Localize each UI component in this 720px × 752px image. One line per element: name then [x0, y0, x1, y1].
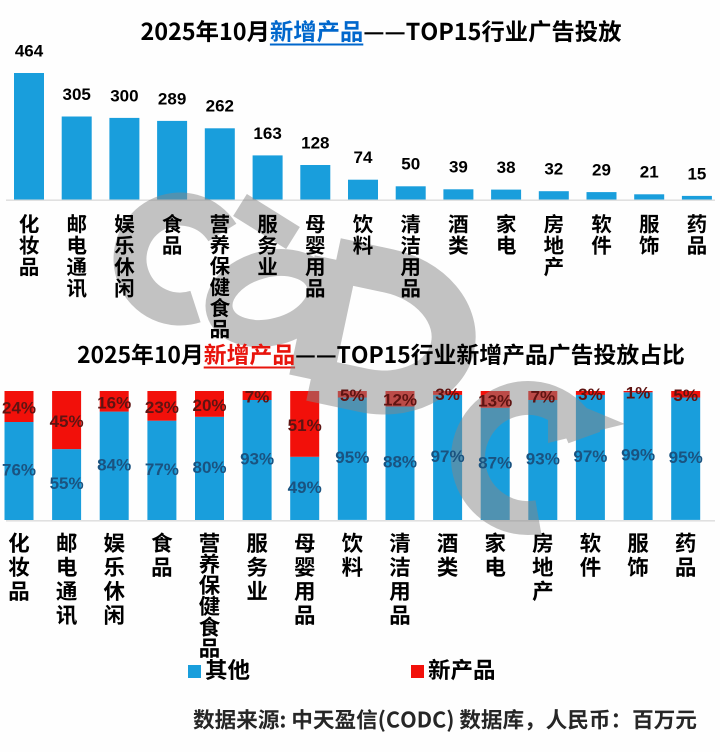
svg-text:24%: 24% [2, 399, 36, 418]
svg-text:20%: 20% [192, 396, 226, 415]
svg-text:163: 163 [253, 124, 281, 143]
svg-text:3%: 3% [435, 385, 460, 404]
svg-text:7%: 7% [245, 388, 270, 407]
svg-text:289: 289 [158, 89, 186, 108]
svg-text:5%: 5% [340, 386, 365, 405]
svg-text:300: 300 [110, 86, 138, 105]
svg-text:305: 305 [63, 85, 91, 104]
svg-text:38: 38 [497, 158, 516, 177]
svg-text:87%: 87% [478, 453, 512, 472]
svg-text:23%: 23% [145, 398, 179, 417]
svg-text:7%: 7% [531, 388, 556, 407]
svg-text:128: 128 [301, 133, 329, 152]
svg-text:15: 15 [687, 164, 706, 183]
svg-text:51%: 51% [288, 416, 322, 435]
svg-text:55%: 55% [50, 474, 84, 493]
svg-text:16%: 16% [97, 393, 131, 412]
svg-text:13%: 13% [478, 391, 512, 410]
svg-text:32: 32 [544, 160, 563, 179]
svg-text:39: 39 [449, 158, 468, 177]
svg-text:84%: 84% [97, 455, 131, 474]
svg-text:97%: 97% [573, 447, 607, 466]
svg-text:262: 262 [206, 97, 234, 116]
svg-text:50: 50 [401, 155, 420, 174]
svg-text:1%: 1% [626, 384, 651, 403]
svg-text:95%: 95% [669, 448, 703, 467]
svg-text:464: 464 [15, 41, 44, 60]
svg-text:93%: 93% [526, 450, 560, 469]
svg-text:12%: 12% [383, 391, 417, 410]
svg-text:45%: 45% [50, 412, 84, 431]
svg-text:29: 29 [592, 161, 611, 180]
svg-text:93%: 93% [240, 450, 274, 469]
svg-text:95%: 95% [335, 448, 369, 467]
svg-text:76%: 76% [2, 461, 36, 480]
svg-text:3%: 3% [578, 385, 603, 404]
svg-text:97%: 97% [431, 447, 465, 466]
svg-text:99%: 99% [621, 446, 655, 465]
svg-text:88%: 88% [383, 453, 417, 472]
svg-text:21: 21 [640, 163, 659, 182]
svg-text:5%: 5% [673, 386, 698, 405]
svg-text:80%: 80% [192, 458, 226, 477]
svg-text:77%: 77% [145, 460, 179, 479]
svg-text:49%: 49% [288, 478, 322, 497]
svg-text:74: 74 [354, 148, 373, 167]
